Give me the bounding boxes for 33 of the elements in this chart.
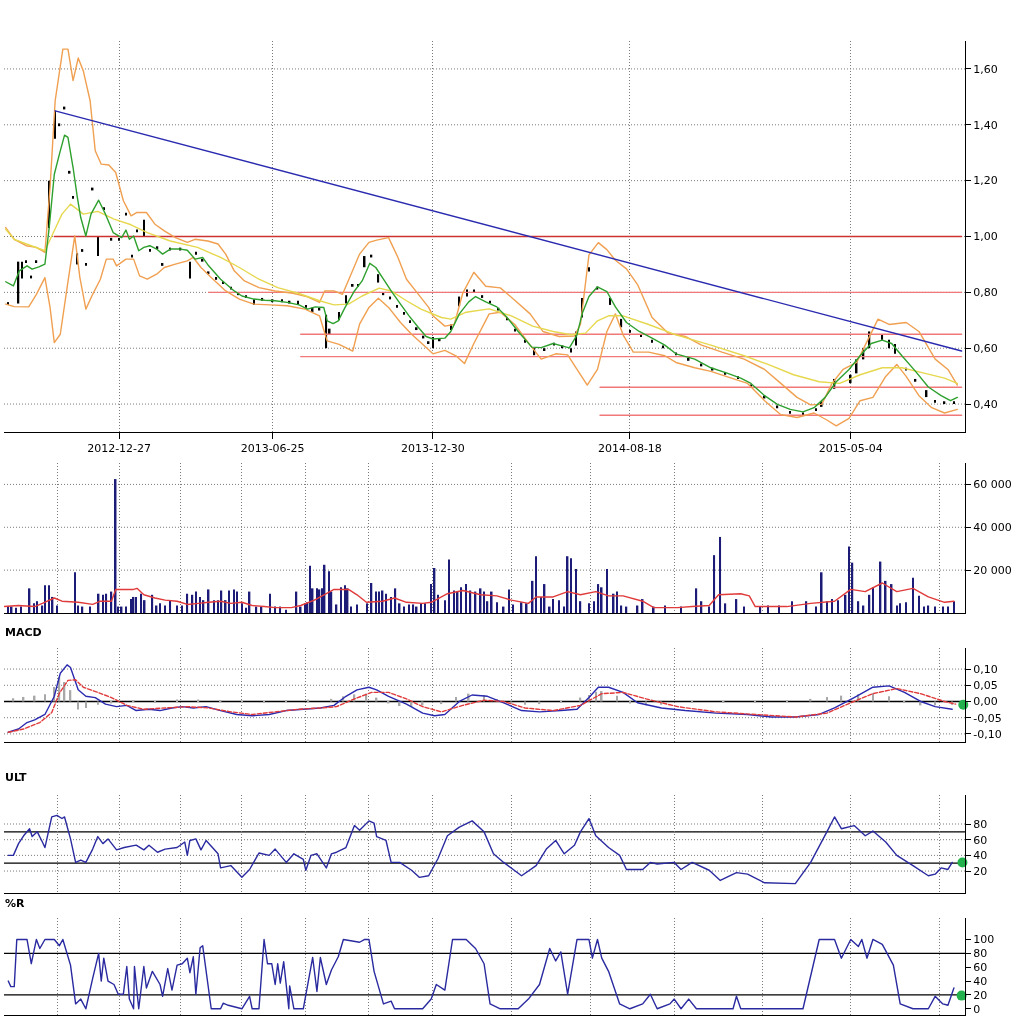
y-tick-label: 100	[973, 933, 995, 947]
chart-title: %R	[5, 896, 26, 910]
y-tick-label: 60	[973, 961, 988, 975]
x-tick-label: 2013-06-25	[240, 442, 305, 456]
y-tick-label: 0,00	[973, 695, 998, 709]
chart-title: MACD	[5, 625, 42, 639]
y-tick-label: 0,05	[973, 679, 998, 693]
y-tick-label: 40	[973, 974, 988, 988]
y-tick-label: 0,40	[973, 397, 998, 411]
y-tick-label: 40 000	[973, 521, 1012, 535]
y-tick-label: 20	[973, 864, 988, 878]
y-tick-label: 1,40	[973, 118, 998, 132]
y-tick-label: 0,80	[973, 286, 998, 300]
y-tick-label: 60	[973, 833, 988, 847]
y-tick-label: -0,10	[973, 727, 1002, 741]
y-tick-label: 0,60	[973, 342, 998, 356]
y-tick-label: 0	[973, 1002, 981, 1016]
y-tick-label: 20 000	[973, 563, 1012, 577]
y-tick-label: 1,00	[973, 230, 998, 244]
y-tick-label: 60 000	[973, 478, 1012, 492]
y-tick-label: 1,60	[973, 62, 998, 76]
chart-title: ULT	[5, 770, 28, 784]
y-tick-label: 20	[973, 988, 988, 1002]
x-tick-label: 2013-12-30	[400, 442, 465, 456]
y-tick-label: 80	[973, 947, 988, 961]
x-tick-label: 2014-08-18	[597, 442, 662, 456]
y-tick-label: 0,10	[973, 662, 998, 676]
y-tick-label: -0,05	[973, 711, 1002, 725]
x-tick-label: 2012-12-27	[87, 442, 152, 456]
y-tick-label: 1,20	[973, 174, 998, 188]
x-tick-label: 2015-05-04	[818, 442, 883, 456]
y-tick-label: 80	[973, 817, 988, 831]
y-tick-label: 40	[973, 849, 988, 863]
